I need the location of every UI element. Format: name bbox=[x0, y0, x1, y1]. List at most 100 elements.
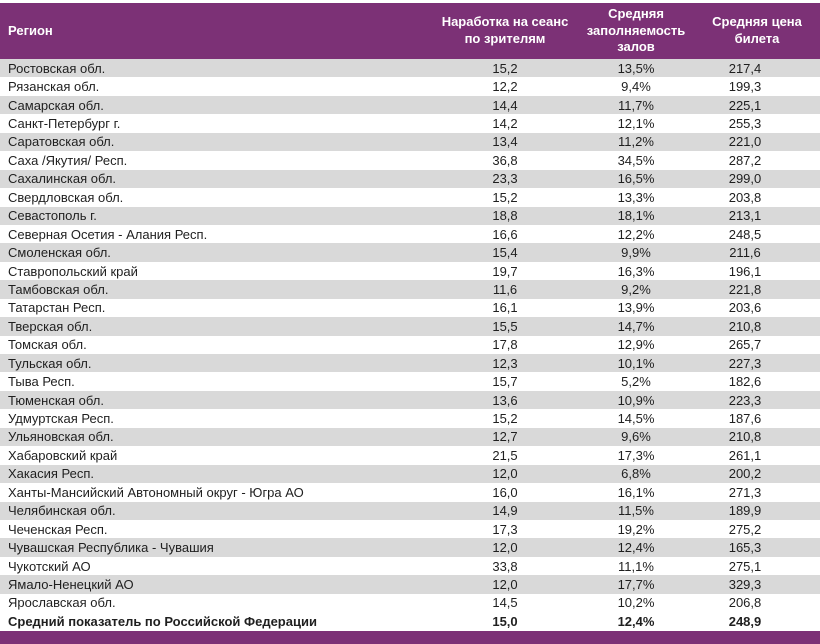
occupancy-cell: 18,1% bbox=[617, 208, 655, 224]
region-cell: Тыва Респ. bbox=[8, 374, 75, 390]
per-session-cell: 16,0 bbox=[492, 484, 518, 500]
table-row: Чукотский АО 33,8 11,1% 275,1 bbox=[0, 556, 820, 576]
occupancy-cell: 19,2% bbox=[617, 521, 655, 537]
region-cell: Челябинская обл. bbox=[8, 503, 116, 519]
price-cell: 165,3 bbox=[728, 540, 762, 556]
occupancy-cell: 13,5% bbox=[617, 60, 655, 76]
per-session-cell: 15,2 bbox=[492, 411, 518, 427]
table-header: Регион Наработка на сеанс по зрителям Ср… bbox=[0, 3, 820, 59]
region-cell: Сахалинская обл. bbox=[8, 171, 117, 187]
occupancy-cell: 5,2% bbox=[621, 374, 651, 390]
occupancy-cell: 11,5% bbox=[618, 503, 654, 519]
per-session-cell: 12,7 bbox=[492, 429, 518, 445]
per-session-cell: 15,4 bbox=[492, 245, 518, 261]
footer-bar bbox=[0, 631, 820, 644]
region-cell: Санкт-Петербург г. bbox=[8, 116, 121, 132]
region-cell: Томская обл. bbox=[8, 337, 87, 353]
table-row: Хакасия Респ. 12,0 6,8% 200,2 bbox=[0, 464, 820, 484]
occupancy-cell: 17,7% bbox=[617, 576, 655, 592]
table-row: Тульская обл. 12,3 10,1% 227,3 bbox=[0, 354, 820, 373]
occupancy-cell: 16,3% bbox=[617, 263, 655, 279]
header-cell-region: Регион bbox=[8, 22, 53, 38]
occupancy-cell: 12,4% bbox=[617, 540, 655, 556]
region-cell: Ростовская обл. bbox=[8, 60, 106, 76]
price-cell: 225,1 bbox=[728, 97, 762, 113]
region-cell: Средний показатель по Российской Федерац… bbox=[8, 613, 317, 629]
per-session-cell: 14,5 bbox=[492, 595, 518, 611]
per-session-cell: 16,1 bbox=[492, 300, 518, 316]
table-row: Тверская обл. 15,5 14,7% 210,8 bbox=[0, 317, 820, 336]
price-cell: 206,8 bbox=[728, 595, 762, 611]
price-cell: 248,9 bbox=[728, 613, 762, 629]
per-session-cell: 13,4 bbox=[492, 134, 518, 150]
price-cell: 217,4 bbox=[728, 60, 762, 76]
region-cell: Татарстан Респ. bbox=[8, 300, 106, 316]
occupancy-cell: 6,8% bbox=[621, 466, 651, 482]
occupancy-cell: 34,5% bbox=[617, 152, 655, 168]
region-cell: Ставропольский край bbox=[8, 263, 138, 279]
total-row: Средний показатель по Российской Федерац… bbox=[0, 612, 820, 631]
region-cell: Тульская обл. bbox=[8, 355, 92, 371]
price-cell: 227,3 bbox=[728, 355, 762, 371]
table-row: Ставропольский край 19,7 16,3% 196,1 bbox=[0, 261, 820, 281]
region-cell: Самарская обл. bbox=[8, 97, 104, 113]
per-session-cell: 19,7 bbox=[492, 263, 518, 279]
price-cell: 210,8 bbox=[728, 318, 762, 334]
table-row: Ханты-Мансийский Автономный округ - Югра… bbox=[0, 483, 820, 502]
table-row: Чеченская Респ. 17,3 19,2% 275,2 bbox=[0, 519, 820, 539]
region-cell: Тамбовская обл. bbox=[8, 281, 109, 297]
per-session-cell: 12,0 bbox=[492, 576, 518, 592]
price-cell: 187,6 bbox=[728, 411, 762, 427]
header-cell-occupancy: Средняя заполняемость залов bbox=[586, 5, 686, 55]
price-cell: 275,2 bbox=[728, 521, 762, 537]
table-row: Чувашская Республика - Чувашия 12,0 12,4… bbox=[0, 538, 820, 557]
price-cell: 271,3 bbox=[728, 484, 762, 500]
price-cell: 182,6 bbox=[728, 374, 762, 390]
region-cell: Ярославская обл. bbox=[8, 595, 116, 611]
occupancy-cell: 9,9% bbox=[621, 245, 651, 261]
table-row: Ярославская обл. 14,5 10,2% 206,8 bbox=[0, 593, 820, 613]
region-cell: Смоленская обл. bbox=[8, 245, 111, 261]
table-row: Свердловская обл. 15,2 13,3% 203,8 bbox=[0, 188, 820, 207]
price-cell: 221,0 bbox=[728, 134, 762, 150]
occupancy-cell: 12,2% bbox=[617, 226, 655, 242]
per-session-cell: 21,5 bbox=[492, 447, 518, 463]
region-cell: Северная Осетия - Алания Респ. bbox=[8, 226, 208, 242]
per-session-cell: 14,9 bbox=[492, 503, 518, 519]
price-cell: 329,3 bbox=[728, 576, 762, 592]
occupancy-cell: 11,7% bbox=[618, 97, 654, 113]
price-cell: 299,0 bbox=[728, 171, 762, 187]
per-session-cell: 14,4 bbox=[492, 97, 518, 113]
occupancy-cell: 11,1% bbox=[618, 558, 654, 574]
per-session-cell: 15,5 bbox=[492, 318, 518, 334]
price-cell: 210,8 bbox=[728, 429, 762, 445]
table-row: Тамбовская обл. 11,6 9,2% 221,8 bbox=[0, 280, 820, 299]
price-cell: 275,1 bbox=[728, 558, 762, 574]
region-cell: Удмуртская Респ. bbox=[8, 411, 114, 427]
region-cell: Рязанская обл. bbox=[8, 79, 100, 95]
table-row: Саратовская обл. 13,4 11,2% 221,0 bbox=[0, 132, 820, 152]
per-session-cell: 12,0 bbox=[492, 466, 518, 482]
table-row: Саха /Якутия/ Респ. 36,8 34,5% 287,2 bbox=[0, 151, 820, 170]
occupancy-cell: 9,6% bbox=[621, 429, 651, 445]
per-session-cell: 15,0 bbox=[492, 613, 518, 629]
occupancy-cell: 12,9% bbox=[617, 337, 655, 353]
header-cell-price: Средняя цена билета bbox=[712, 14, 802, 46]
region-cell: Свердловская обл. bbox=[8, 189, 124, 205]
occupancy-cell: 10,9% bbox=[617, 392, 655, 408]
region-cell: Тверская обл. bbox=[8, 318, 93, 334]
occupancy-cell: 13,3% bbox=[617, 189, 655, 205]
per-session-cell: 15,7 bbox=[492, 374, 518, 390]
price-cell: 203,8 bbox=[728, 189, 762, 205]
top-margin-strip bbox=[0, 0, 820, 3]
header-cell-per-session: Наработка на сеанс по зрителям bbox=[441, 14, 569, 46]
price-cell: 199,3 bbox=[728, 79, 762, 95]
price-cell: 203,6 bbox=[728, 300, 762, 316]
occupancy-cell: 14,5% bbox=[617, 411, 655, 427]
per-session-cell: 12,3 bbox=[492, 355, 518, 371]
table-row: Тюменская обл. 13,6 10,9% 223,3 bbox=[0, 390, 820, 410]
per-session-cell: 14,2 bbox=[492, 116, 518, 132]
occupancy-cell: 13,9% bbox=[617, 300, 655, 316]
price-cell: 189,9 bbox=[728, 503, 762, 519]
